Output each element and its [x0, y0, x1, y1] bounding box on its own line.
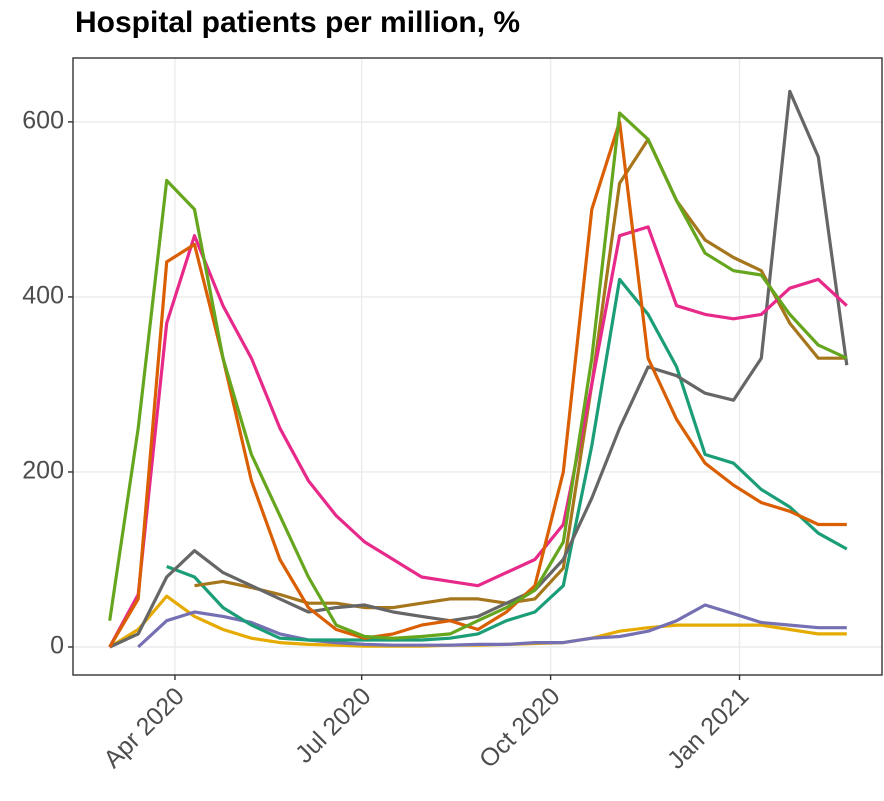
- series-line: [166, 277, 848, 642]
- y-tick-label: 400: [22, 282, 64, 310]
- series-line: [108, 111, 848, 640]
- x-tick-label: Apr 2020: [98, 682, 190, 774]
- series-line: [109, 89, 849, 649]
- series-line: [108, 120, 847, 648]
- plot-border: [72, 57, 883, 676]
- plot-background: [73, 58, 882, 675]
- y-tick-label: 0: [50, 632, 64, 660]
- series-line: [137, 603, 847, 649]
- chart-title: Hospital patients per million, %: [75, 6, 520, 39]
- x-tick-label: Oct 2020: [474, 682, 566, 774]
- y-tick-label: 200: [22, 457, 64, 485]
- x-tick-label: Jul 2020: [290, 682, 377, 769]
- y-tick-label: 600: [22, 106, 64, 134]
- x-tick-label: Jan 2021: [662, 682, 755, 775]
- series-line: [108, 225, 848, 648]
